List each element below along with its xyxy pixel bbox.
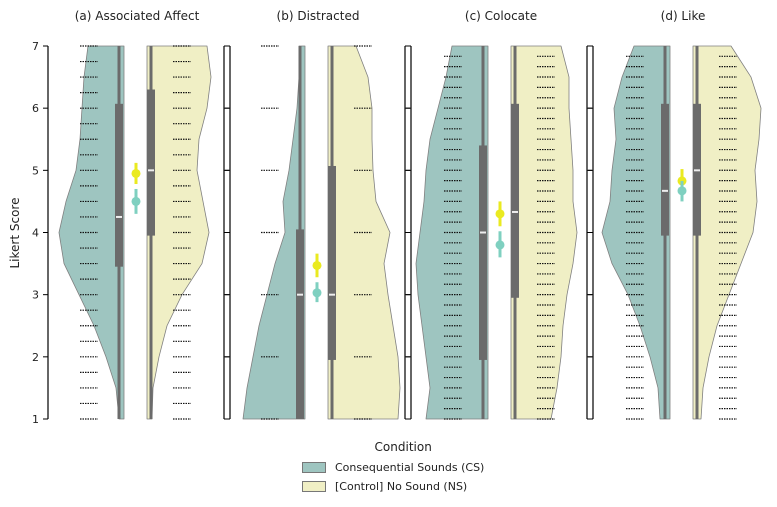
y-tick-label: 3 <box>32 289 39 302</box>
mean-ns-point <box>495 209 505 219</box>
box-ns-box <box>511 103 519 298</box>
legend-label-ns: [Control] No Sound (NS) <box>335 480 468 493</box>
y-tick-label: 7 <box>32 40 39 53</box>
box-cs-box <box>479 145 487 360</box>
box-cs-box <box>661 103 669 236</box>
y-tick-label: 5 <box>32 164 39 177</box>
y-tick-label: 4 <box>32 227 39 240</box>
legend-item-cs: Consequential Sounds (CS) <box>302 458 484 477</box>
y-tick-label: 6 <box>32 102 39 115</box>
y-tick-label: 2 <box>32 351 39 364</box>
panel-3: (d) Like <box>586 9 762 420</box>
legend-title: Condition <box>374 440 432 454</box>
mean-ns-point <box>312 260 322 270</box>
legend: Condition Consequential Sounds (CS) [Con… <box>302 440 484 496</box>
panel-1: (b) Distracted <box>223 9 401 420</box>
panel-title: (d) Like <box>661 9 706 23</box>
y-tick-label: 1 <box>32 413 39 426</box>
y-axis-label: Likert Score <box>8 198 22 269</box>
box-ns-box <box>147 89 155 236</box>
box-cs-box <box>296 229 304 419</box>
legend-item-ns: [Control] No Sound (NS) <box>302 477 484 496</box>
mean-cs-point <box>677 186 687 196</box>
violin-ns <box>510 45 578 420</box>
box-cs-box <box>115 103 123 267</box>
mean-ns-point <box>131 168 141 178</box>
panel-0: (a) Associated Affect 1 2 3 4 5 6 7 <box>32 9 212 426</box>
panel-2: (c) Colocate <box>404 9 578 420</box>
panel-title: (c) Colocate <box>465 9 537 23</box>
mean-cs-point <box>312 288 322 298</box>
mean-cs-point <box>495 240 505 250</box>
box-ns-box <box>328 165 336 360</box>
mean-cs-point <box>131 196 141 206</box>
legend-swatch-ns <box>302 481 326 492</box>
panel-title: (b) Distracted <box>277 9 360 23</box>
legend-label-cs: Consequential Sounds (CS) <box>335 461 485 474</box>
legend-swatch-cs <box>302 462 326 473</box>
panel-title: (a) Associated Affect <box>75 9 200 23</box>
